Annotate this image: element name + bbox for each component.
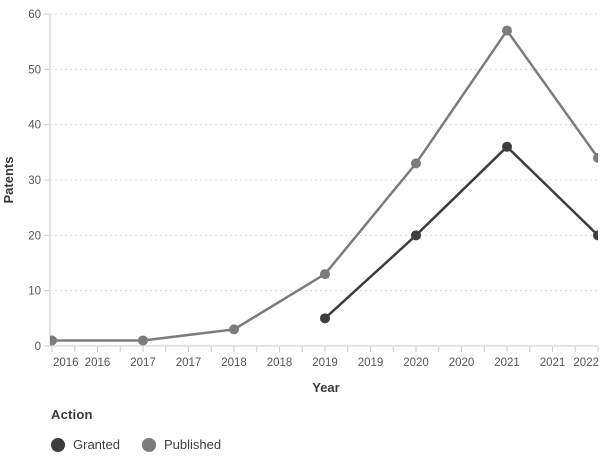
x-tick-label: 2018	[267, 357, 293, 369]
x-tick-label: 2021	[494, 357, 520, 369]
legend-items: Granted Published	[51, 437, 614, 452]
y-axis-title: Patents	[1, 157, 16, 204]
y-tick-label: 30	[28, 175, 41, 187]
data-point-granted-2019[interactable]	[320, 313, 330, 324]
x-tick-label: 2021	[540, 357, 566, 369]
legend-swatch-published-icon	[141, 437, 156, 452]
data-point-published-2016[interactable]	[47, 335, 57, 346]
x-tick-label: 2017	[176, 357, 202, 369]
data-point-published-2022[interactable]	[593, 152, 603, 163]
chart-legend: Action Granted Published	[51, 397, 614, 452]
x-tick-label: 2019	[358, 357, 384, 369]
legend-item-granted[interactable]: Granted	[51, 437, 120, 452]
series-line-published	[52, 29, 598, 342]
legend-swatch-granted-icon	[51, 437, 65, 452]
x-axis-title: Year	[312, 380, 339, 395]
x-tick-label: 2018	[221, 357, 247, 369]
y-tick-label: 60	[28, 9, 41, 21]
data-point-published-2018[interactable]	[229, 324, 239, 335]
y-tick-label: 40	[28, 120, 41, 132]
x-tick-label: 2020	[403, 357, 429, 369]
x-tick-label: 2020	[449, 357, 475, 369]
legend-title: Action	[51, 407, 93, 422]
data-point-published-2020[interactable]	[411, 158, 421, 169]
data-point-granted-2022[interactable]	[593, 230, 603, 241]
series-line-granted	[324, 145, 598, 320]
y-tick-label: 10	[28, 286, 41, 298]
series-published	[47, 25, 603, 346]
data-point-granted-2020[interactable]	[411, 230, 421, 241]
x-tick-label: 2016	[53, 357, 79, 369]
legend-item-label: Published	[163, 437, 222, 452]
legend-item-published[interactable]: Published	[141, 437, 222, 452]
x-tick-label: 2019	[312, 357, 338, 369]
y-tick-label: 20	[28, 230, 41, 242]
data-point-published-2021[interactable]	[502, 25, 512, 36]
data-point-granted-2021[interactable]	[502, 141, 512, 152]
series-granted	[320, 141, 603, 324]
x-tick-label: 2017	[130, 357, 156, 369]
y-tick-label: 0	[35, 341, 41, 353]
x-tick-label: 2022	[573, 357, 599, 369]
x-tick-label: 2016	[85, 357, 111, 369]
data-point-published-2017[interactable]	[138, 335, 148, 346]
legend-item-label: Granted	[73, 437, 120, 452]
y-tick-label: 50	[28, 64, 41, 76]
patents-line-chart: 0 10 20 30 40 50 60 2016 2016 2017 2017 2018 2018 201…	[1, 9, 603, 395]
data-point-published-2019[interactable]	[320, 269, 330, 280]
